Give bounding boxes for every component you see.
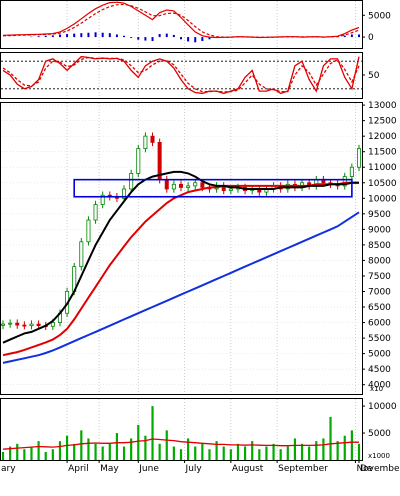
x-axis-month-label: July	[185, 464, 203, 474]
price-y-tick-label: 7000	[368, 287, 391, 297]
price-y-tick-label: 13000	[368, 101, 397, 111]
price-y-tick-label: 12000	[368, 132, 397, 142]
x-axis-month-label: September	[278, 464, 328, 474]
price-y-tick-label: 8000	[368, 256, 391, 266]
price-candle-body	[50, 322, 55, 327]
price-y-tick-label: 10500	[368, 179, 397, 189]
price-candle-body	[178, 183, 183, 188]
volume-moving-average	[2, 438, 359, 450]
x-axis-month-label: August	[232, 464, 264, 474]
volume-unit-label: x1000	[368, 452, 390, 460]
price-candle-body	[228, 188, 233, 191]
price-candle-body	[186, 185, 191, 188]
price-candle-body	[349, 166, 354, 177]
axis-labels: 5000 0 50 4000 4500 5000 5500 6000 6500 7000 7500 8…	[1, 11, 400, 474]
macd-y-tick-label: 5000	[368, 11, 391, 21]
x-axis-month-label: De	[360, 464, 373, 474]
price-y-tick-label: 6000	[368, 319, 391, 329]
price-y-tick-label: 4000	[368, 381, 391, 391]
price-y-tick-label: 9500	[368, 210, 391, 220]
price-consolidation-box	[73, 178, 353, 198]
price-y-tick-label: 9000	[368, 225, 391, 235]
price-candle-body	[136, 148, 141, 174]
stochastic-y-tick-label: 50	[368, 71, 380, 81]
price-y-tick-label: 8500	[368, 241, 391, 251]
x-axis-month-label: May	[100, 464, 119, 474]
chart-marks	[0, 1, 362, 460]
price-y-tick-label: 11000	[368, 163, 397, 173]
price-unit-label: x10	[370, 385, 383, 393]
price-candle-body	[93, 204, 98, 221]
price-y-tick-label: 4500	[368, 365, 391, 375]
x-axis-month-label: ary	[1, 464, 16, 474]
stochastic-series-line-1	[2, 56, 360, 93]
price-candle-body	[200, 182, 205, 188]
volume-y-tick-label: 10000	[368, 402, 397, 412]
price-y-tick-label: 6500	[368, 303, 391, 313]
price-candle-body	[122, 188, 127, 199]
macd-y-tick-label: 0	[368, 33, 374, 43]
stochastic-series-line-0	[2, 55, 360, 95]
price-candle-body	[0, 323, 6, 326]
price-candle-body	[79, 241, 84, 268]
price-candle-body	[143, 135, 148, 149]
price-candle-body	[8, 322, 13, 325]
x-axis-month-label: November	[356, 464, 400, 474]
price-y-tick-label: 5000	[368, 350, 391, 360]
price-moving-average-red	[2, 181, 359, 357]
macd-panel-frame	[0, 0, 363, 49]
price-y-tick-label: 10000	[368, 194, 397, 204]
price-y-tick-label: 7500	[368, 272, 391, 282]
volume-panel-frame	[0, 398, 363, 461]
price-candle-body	[150, 135, 155, 143]
price-candle-body	[356, 148, 361, 168]
macd-series-line-0	[2, 1, 360, 39]
price-y-tick-label: 11500	[368, 148, 397, 158]
volume-y-tick-label: 5000	[368, 429, 391, 439]
panel-frames	[0, 0, 363, 461]
x-axis-month-label: June	[138, 464, 159, 474]
price-candle-body	[164, 179, 169, 190]
price-candle-body	[129, 173, 134, 190]
price-candle-body	[86, 219, 91, 243]
price-candle-body	[171, 183, 176, 190]
price-candle-body	[15, 322, 20, 326]
price-moving-average-blue	[2, 211, 360, 364]
price-candle-body	[193, 182, 198, 187]
price-candle-body	[22, 324, 27, 327]
price-candle-body	[36, 323, 41, 327]
x-axis-month-label: April	[68, 464, 89, 474]
price-moving-average-black	[2, 170, 359, 344]
price-y-tick-label: 12500	[368, 117, 397, 127]
price-candle-body	[100, 194, 105, 205]
price-y-tick-label: 5500	[368, 334, 391, 344]
price-candle-body	[29, 323, 34, 327]
price-panel-frame	[0, 102, 363, 395]
price-candle-body	[342, 176, 347, 187]
